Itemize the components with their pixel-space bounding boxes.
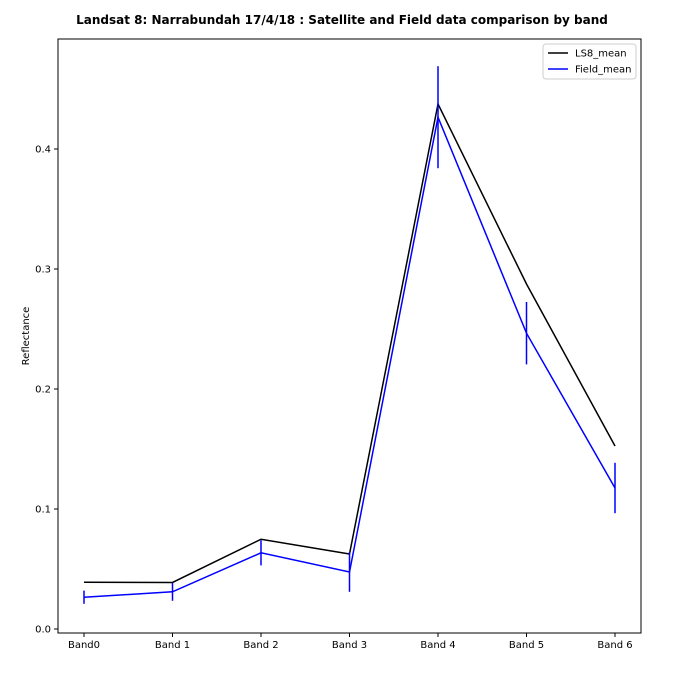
- x-tick-label: Band 2: [243, 640, 278, 651]
- data-point: [172, 591, 174, 593]
- y-tick-label: 0.1: [35, 505, 51, 516]
- y-axis: 0.0 0.1 0.2 0.3 0.4: [35, 145, 58, 636]
- legend-label: LS8_mean: [575, 49, 627, 60]
- data-point: [526, 332, 528, 334]
- x-axis: Band0 Band 1 Band 2 Band 3 Band 4 Band 5 Band …: [68, 633, 633, 651]
- data-point: [437, 116, 439, 118]
- y-tick-label: 0.3: [35, 265, 51, 276]
- x-tick-label: Band 1: [155, 640, 190, 651]
- data-point: [614, 487, 616, 489]
- legend-label: Field_mean: [575, 65, 631, 76]
- x-tick-label: Band0: [68, 640, 100, 651]
- plot-area: [57, 38, 642, 634]
- data-point: [83, 581, 85, 583]
- data-point: [614, 445, 616, 447]
- y-axis-label: Reflectance: [21, 307, 32, 366]
- x-tick-label: Band 3: [332, 640, 367, 651]
- y-tick-label: 0.4: [35, 145, 51, 156]
- y-tick-label: 0.0: [35, 625, 51, 636]
- x-tick-label: Band 5: [509, 640, 544, 651]
- data-point: [526, 283, 528, 285]
- x-tick-label: Band 6: [597, 640, 632, 651]
- legend: LS8_mean Field_mean: [542, 43, 637, 80]
- data-point: [83, 596, 85, 598]
- series-layer: [83, 66, 616, 604]
- x-tick-label: Band 4: [420, 640, 455, 651]
- data-point: [260, 538, 262, 540]
- y-tick-label: 0.2: [35, 385, 51, 396]
- data-point: [349, 571, 351, 573]
- data-point: [260, 552, 262, 554]
- chart-title: Landsat 8: Narrabundah 17/4/18 : Satelli…: [76, 13, 608, 27]
